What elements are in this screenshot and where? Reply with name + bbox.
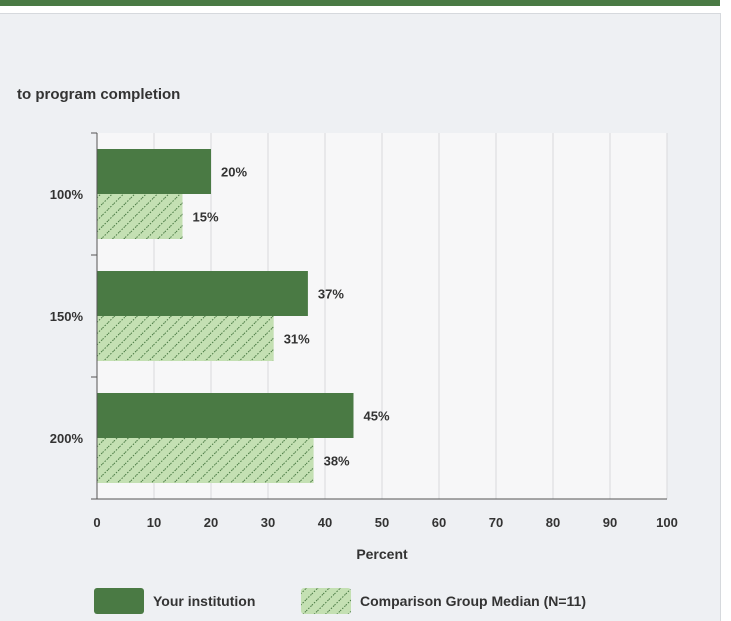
- x-tick-label: 30: [261, 515, 275, 530]
- x-axis-label: Percent: [356, 546, 408, 562]
- legend-label-your-institution: Your institution: [153, 593, 255, 609]
- legend-label-comparison-median: Comparison Group Median (N=11): [360, 593, 586, 609]
- y-tick-label: 150%: [50, 309, 84, 324]
- data-labels: 20% 15% 37% 31% 45% 38%: [193, 165, 390, 469]
- x-tick-label: 10: [147, 515, 161, 530]
- bar-your-institution: [97, 271, 308, 316]
- bar-comparison-median: [97, 316, 274, 361]
- x-tick-label: 100: [656, 515, 678, 530]
- data-label: 15%: [193, 210, 219, 225]
- tick-labels: 0 10 20 30 40 50 60 70 80 90 100 100% 150% 200%: [50, 187, 678, 530]
- data-label: 20%: [221, 165, 247, 180]
- x-tick-label: 0: [93, 515, 100, 530]
- x-tick-label: 50: [375, 515, 389, 530]
- x-tick-label: 90: [603, 515, 617, 530]
- x-tick-label: 80: [546, 515, 560, 530]
- data-label: 37%: [318, 287, 344, 302]
- axes: [91, 132, 667, 500]
- top-accent-bar: [0, 0, 720, 6]
- x-tick-label: 20: [204, 515, 218, 530]
- legend-swatch-your-institution: [94, 588, 144, 614]
- legend-swatch-comparison-median: [301, 588, 351, 614]
- bar-comparison-median: [97, 194, 183, 239]
- data-label: 31%: [284, 332, 310, 347]
- data-label: 45%: [364, 409, 390, 424]
- data-label: 38%: [324, 454, 350, 469]
- bar-comparison-median: [97, 438, 314, 483]
- y-tick-label: 100%: [50, 187, 84, 202]
- x-tick-label: 60: [432, 515, 446, 530]
- bar-your-institution: [97, 149, 211, 194]
- bars: [97, 149, 354, 483]
- y-tick-label: 200%: [50, 431, 84, 446]
- legend: Your institution Comparison Group Median …: [94, 588, 586, 614]
- chart-title: to program completion: [17, 86, 181, 103]
- x-tick-label: 40: [318, 515, 332, 530]
- bar-your-institution: [97, 393, 354, 438]
- x-tick-label: 70: [489, 515, 503, 530]
